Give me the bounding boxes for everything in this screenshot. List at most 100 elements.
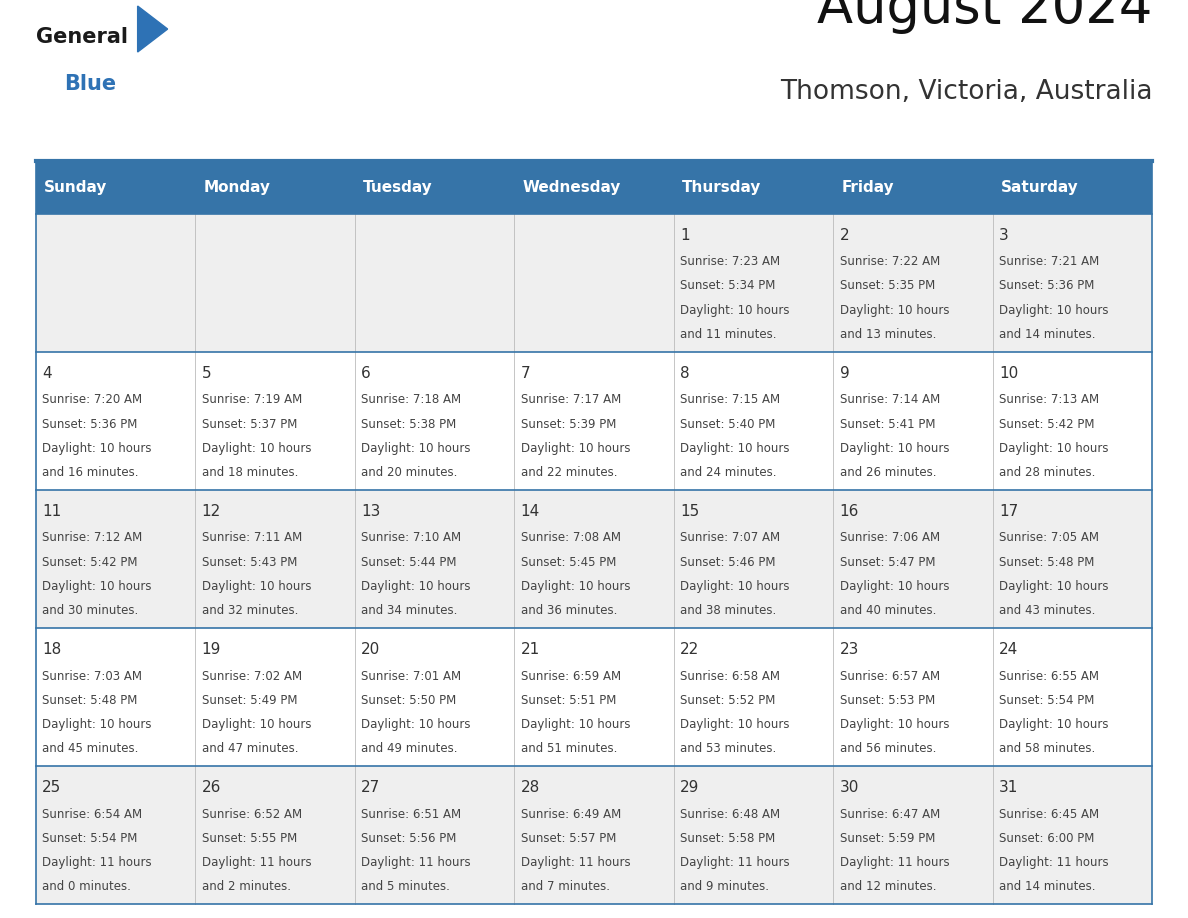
Text: 31: 31	[999, 780, 1018, 795]
Text: Sunrise: 6:45 AM: Sunrise: 6:45 AM	[999, 808, 1099, 821]
Text: Sunset: 5:38 PM: Sunset: 5:38 PM	[361, 418, 456, 431]
Text: Sunrise: 6:58 AM: Sunrise: 6:58 AM	[681, 669, 781, 682]
Text: Daylight: 10 hours: Daylight: 10 hours	[999, 442, 1108, 454]
Text: 17: 17	[999, 504, 1018, 519]
Text: Daylight: 10 hours: Daylight: 10 hours	[202, 718, 311, 731]
Text: Daylight: 10 hours: Daylight: 10 hours	[361, 442, 470, 454]
Text: 14: 14	[520, 504, 539, 519]
Text: Sunrise: 7:14 AM: Sunrise: 7:14 AM	[840, 394, 940, 407]
Text: Sunrise: 7:05 AM: Sunrise: 7:05 AM	[999, 532, 1099, 544]
Text: 8: 8	[681, 365, 690, 381]
Text: 11: 11	[42, 504, 62, 519]
Text: Sunset: 5:58 PM: Sunset: 5:58 PM	[681, 832, 776, 845]
Text: Daylight: 10 hours: Daylight: 10 hours	[202, 580, 311, 593]
Text: Sunset: 5:53 PM: Sunset: 5:53 PM	[840, 694, 935, 707]
Text: Daylight: 10 hours: Daylight: 10 hours	[42, 718, 152, 731]
Text: Sunrise: 6:55 AM: Sunrise: 6:55 AM	[999, 669, 1099, 682]
Text: Sunset: 5:45 PM: Sunset: 5:45 PM	[520, 555, 617, 568]
Text: Sunrise: 7:18 AM: Sunrise: 7:18 AM	[361, 394, 461, 407]
Text: Sunset: 5:44 PM: Sunset: 5:44 PM	[361, 555, 456, 568]
Text: Daylight: 10 hours: Daylight: 10 hours	[840, 718, 949, 731]
Text: Tuesday: Tuesday	[362, 180, 432, 195]
Text: 24: 24	[999, 642, 1018, 657]
Text: 20: 20	[361, 642, 380, 657]
Bar	[36, 628, 1152, 767]
Text: Sunset: 5:42 PM: Sunset: 5:42 PM	[999, 418, 1094, 431]
Text: Sunrise: 6:51 AM: Sunrise: 6:51 AM	[361, 808, 461, 821]
Text: Daylight: 10 hours: Daylight: 10 hours	[840, 442, 949, 454]
Text: Daylight: 11 hours: Daylight: 11 hours	[840, 856, 949, 869]
Text: Daylight: 10 hours: Daylight: 10 hours	[202, 442, 311, 454]
Text: Sunset: 5:41 PM: Sunset: 5:41 PM	[840, 418, 935, 431]
Text: and 24 minutes.: and 24 minutes.	[681, 465, 777, 479]
Text: Daylight: 10 hours: Daylight: 10 hours	[681, 304, 790, 317]
Bar	[674, 161, 833, 214]
Text: and 14 minutes.: and 14 minutes.	[999, 328, 1095, 341]
Text: and 53 minutes.: and 53 minutes.	[681, 742, 777, 755]
Text: Sunrise: 6:48 AM: Sunrise: 6:48 AM	[681, 808, 781, 821]
Text: 1: 1	[681, 228, 690, 242]
Text: Daylight: 11 hours: Daylight: 11 hours	[202, 856, 311, 869]
Bar	[355, 161, 514, 214]
Text: 7: 7	[520, 365, 530, 381]
Text: Sunrise: 7:10 AM: Sunrise: 7:10 AM	[361, 532, 461, 544]
Text: Daylight: 10 hours: Daylight: 10 hours	[361, 580, 470, 593]
Text: August 2024: August 2024	[817, 0, 1152, 34]
Text: 25: 25	[42, 780, 62, 795]
Text: Sunrise: 7:23 AM: Sunrise: 7:23 AM	[681, 255, 781, 268]
Text: and 58 minutes.: and 58 minutes.	[999, 742, 1095, 755]
Text: 29: 29	[681, 780, 700, 795]
Text: Sunrise: 6:54 AM: Sunrise: 6:54 AM	[42, 808, 143, 821]
Text: and 40 minutes.: and 40 minutes.	[840, 604, 936, 617]
Text: 18: 18	[42, 642, 62, 657]
Text: Sunrise: 7:20 AM: Sunrise: 7:20 AM	[42, 394, 143, 407]
Text: Sunset: 5:34 PM: Sunset: 5:34 PM	[681, 279, 776, 293]
Text: Daylight: 10 hours: Daylight: 10 hours	[681, 718, 790, 731]
Text: and 5 minutes.: and 5 minutes.	[361, 880, 450, 893]
Text: and 14 minutes.: and 14 minutes.	[999, 880, 1095, 893]
Text: Sunset: 5:47 PM: Sunset: 5:47 PM	[840, 555, 935, 568]
Text: Sunrise: 7:02 AM: Sunrise: 7:02 AM	[202, 669, 302, 682]
Text: and 16 minutes.: and 16 minutes.	[42, 465, 139, 479]
Text: Sunrise: 6:52 AM: Sunrise: 6:52 AM	[202, 808, 302, 821]
Text: Daylight: 11 hours: Daylight: 11 hours	[681, 856, 790, 869]
Text: Daylight: 10 hours: Daylight: 10 hours	[681, 442, 790, 454]
Text: Sunrise: 7:12 AM: Sunrise: 7:12 AM	[42, 532, 143, 544]
Text: 3: 3	[999, 228, 1009, 242]
Text: Sunset: 5:36 PM: Sunset: 5:36 PM	[42, 418, 138, 431]
Text: Daylight: 10 hours: Daylight: 10 hours	[840, 304, 949, 317]
Text: 22: 22	[681, 642, 700, 657]
Text: and 0 minutes.: and 0 minutes.	[42, 880, 131, 893]
Text: and 43 minutes.: and 43 minutes.	[999, 604, 1095, 617]
Text: Sunset: 5:40 PM: Sunset: 5:40 PM	[681, 418, 776, 431]
Text: and 56 minutes.: and 56 minutes.	[840, 742, 936, 755]
Text: 19: 19	[202, 642, 221, 657]
Text: Thursday: Thursday	[682, 180, 762, 195]
Text: and 13 minutes.: and 13 minutes.	[840, 328, 936, 341]
Text: Sunset: 5:54 PM: Sunset: 5:54 PM	[42, 832, 138, 845]
Text: Daylight: 10 hours: Daylight: 10 hours	[840, 580, 949, 593]
Text: and 51 minutes.: and 51 minutes.	[520, 742, 617, 755]
Text: and 36 minutes.: and 36 minutes.	[520, 604, 617, 617]
Text: Sunset: 5:55 PM: Sunset: 5:55 PM	[202, 832, 297, 845]
Text: Sunset: 5:48 PM: Sunset: 5:48 PM	[999, 555, 1094, 568]
Text: Thomson, Victoria, Australia: Thomson, Victoria, Australia	[779, 79, 1152, 105]
Text: 15: 15	[681, 504, 700, 519]
Text: Sunrise: 7:07 AM: Sunrise: 7:07 AM	[681, 532, 781, 544]
Text: Sunset: 5:42 PM: Sunset: 5:42 PM	[42, 555, 138, 568]
Text: Daylight: 10 hours: Daylight: 10 hours	[520, 580, 630, 593]
Text: 28: 28	[520, 780, 539, 795]
Text: 2: 2	[840, 228, 849, 242]
Bar	[833, 161, 993, 214]
Text: Daylight: 11 hours: Daylight: 11 hours	[361, 856, 470, 869]
Text: Sunset: 5:35 PM: Sunset: 5:35 PM	[840, 279, 935, 293]
Text: Sunset: 5:39 PM: Sunset: 5:39 PM	[520, 418, 617, 431]
Text: 21: 21	[520, 642, 539, 657]
Text: Sunrise: 7:21 AM: Sunrise: 7:21 AM	[999, 255, 1099, 268]
Text: Sunset: 5:52 PM: Sunset: 5:52 PM	[681, 694, 776, 707]
Text: and 38 minutes.: and 38 minutes.	[681, 604, 777, 617]
Text: 12: 12	[202, 504, 221, 519]
Text: Daylight: 10 hours: Daylight: 10 hours	[681, 580, 790, 593]
Text: 4: 4	[42, 365, 51, 381]
Text: Sunset: 5:48 PM: Sunset: 5:48 PM	[42, 694, 138, 707]
